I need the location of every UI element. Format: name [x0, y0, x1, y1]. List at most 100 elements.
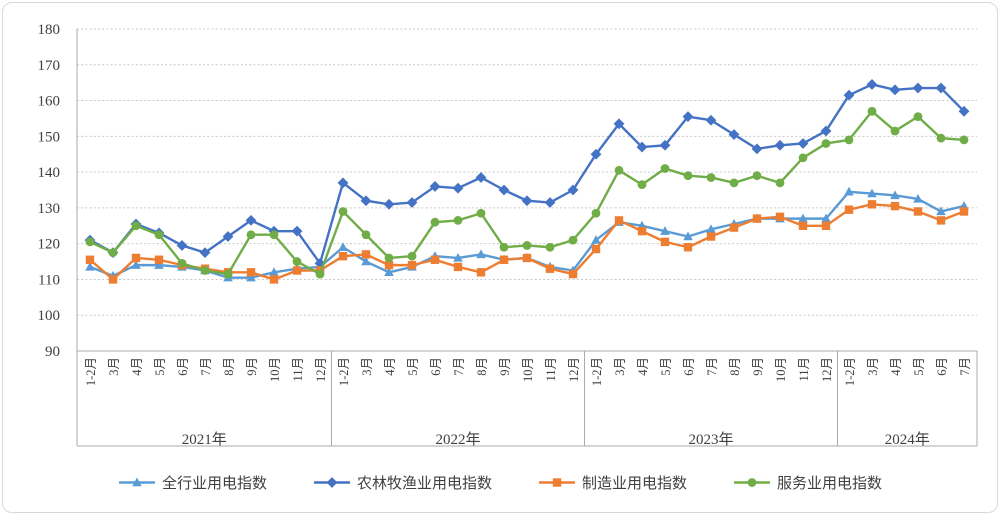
- x-axis-month-label: 10月: [268, 357, 282, 382]
- legend-marker: [326, 476, 338, 488]
- data-point-marker: [222, 231, 234, 242]
- x-axis-month-label: 1-2月: [84, 357, 98, 386]
- data-point-marker: [360, 195, 372, 207]
- data-point-marker: [453, 216, 463, 225]
- data-point-marker: [383, 198, 395, 210]
- x-axis-year-label: 2023年: [688, 431, 733, 448]
- data-point-marker: [913, 193, 923, 203]
- data-point-marker: [453, 262, 463, 272]
- data-point-marker: [729, 223, 739, 232]
- legend-diamond-marker-icon: [313, 476, 350, 488]
- data-point-marker: [752, 171, 762, 181]
- data-point-marker: [660, 237, 670, 247]
- data-point-marker: [131, 253, 141, 263]
- x-axis-month-label: 5月: [659, 357, 673, 376]
- chart-legend: 全行业用电指数 农林牧渔业用电指数 制造业用电指数 服务业用电指数: [0, 466, 1000, 498]
- data-point-marker: [798, 213, 808, 223]
- x-axis-month-label: 3月: [360, 357, 374, 376]
- y-axis-tick-label: 120: [38, 237, 61, 253]
- data-point-marker: [844, 205, 854, 214]
- data-point-marker: [798, 221, 808, 230]
- data-point-marker: [821, 221, 831, 230]
- data-point-marker: [131, 260, 141, 269]
- data-point-marker: [912, 82, 924, 94]
- data-point-marker: [200, 266, 210, 275]
- x-axis-month-label: 4月: [383, 357, 397, 376]
- x-axis-month-label: 12月: [314, 357, 328, 382]
- legend-item-0: 全行业用电指数: [118, 472, 267, 493]
- y-axis-tick-label: 170: [38, 58, 61, 74]
- data-point-marker: [959, 135, 969, 145]
- data-point-marker: [889, 84, 901, 96]
- data-point-marker: [567, 184, 579, 196]
- data-point-marker: [338, 207, 348, 216]
- data-point-marker: [637, 180, 647, 190]
- data-point-marker: [499, 242, 509, 252]
- data-point-marker: [936, 133, 946, 143]
- data-point-marker: [683, 171, 693, 181]
- data-point-marker: [614, 165, 624, 175]
- x-axis-month-label: 4月: [130, 357, 144, 376]
- data-point-marker: [199, 247, 211, 259]
- x-axis-month-label: 3月: [866, 357, 880, 376]
- data-point-marker: [384, 253, 394, 263]
- data-point-marker: [246, 268, 256, 277]
- data-point-marker: [821, 139, 831, 148]
- data-point-marker: [292, 266, 302, 275]
- x-axis-month-label: 8月: [728, 357, 742, 376]
- data-point-marker: [475, 172, 487, 183]
- data-point-marker: [935, 82, 947, 94]
- data-point-marker: [85, 255, 95, 264]
- x-axis-month-label: 11月: [797, 357, 811, 382]
- data-point-marker: [660, 164, 670, 173]
- data-point-marker: [361, 256, 371, 266]
- x-axis-month-label: 7月: [199, 357, 213, 376]
- legend-label: 服务业用电指数: [777, 475, 883, 492]
- data-point-marker: [821, 213, 831, 223]
- x-axis-month-label: 4月: [636, 357, 650, 376]
- data-point-marker: [775, 178, 785, 188]
- data-point-marker: [683, 231, 693, 241]
- data-point-marker: [223, 269, 233, 279]
- x-axis-month-label: 1-2月: [337, 357, 351, 386]
- data-point-marker: [545, 264, 555, 273]
- data-point-marker: [729, 178, 739, 188]
- data-point-marker: [406, 197, 418, 208]
- legend-triangle-marker-icon: [118, 477, 155, 486]
- legend-label: 全行业用电指数: [161, 475, 267, 492]
- data-point-marker: [867, 188, 877, 198]
- data-point-marker: [775, 212, 785, 222]
- x-axis-month-label: 7月: [705, 357, 719, 376]
- data-point-marker: [384, 267, 394, 276]
- data-point-marker: [890, 126, 900, 136]
- y-axis-tick-label: 110: [38, 272, 60, 288]
- data-point-marker: [798, 153, 808, 163]
- data-point-marker: [613, 118, 625, 130]
- data-point-marker: [154, 230, 164, 240]
- data-point-marker: [338, 242, 348, 251]
- x-axis-month-label: 6月: [429, 357, 443, 376]
- data-point-marker: [269, 267, 279, 276]
- data-point-marker: [407, 251, 417, 261]
- legend-label: 制造业用电指数: [582, 475, 688, 492]
- y-axis-tick-label: 160: [38, 94, 61, 110]
- data-point-marker: [682, 111, 694, 123]
- data-point-marker: [476, 208, 486, 218]
- x-axis-month-label: 6月: [682, 357, 696, 376]
- x-axis-month-label: 8月: [222, 357, 236, 376]
- data-point-marker: [706, 232, 716, 241]
- legend-marker: [132, 477, 142, 486]
- data-point-marker: [337, 177, 349, 189]
- data-point-marker: [867, 106, 877, 116]
- data-point-marker: [246, 230, 256, 240]
- data-point-marker: [108, 275, 118, 284]
- x-axis-month-label: 5月: [406, 357, 420, 376]
- data-point-marker: [752, 214, 762, 223]
- line-chart: 90 100 110 120 130 140 150 160 170 180 1-2月 3月 4月 5月 6…: [38, 22, 978, 448]
- data-point-marker: [499, 255, 509, 264]
- data-point-marker: [936, 206, 946, 216]
- data-point-marker: [705, 114, 717, 126]
- data-point-marker: [315, 269, 325, 279]
- data-point-marker: [522, 253, 532, 263]
